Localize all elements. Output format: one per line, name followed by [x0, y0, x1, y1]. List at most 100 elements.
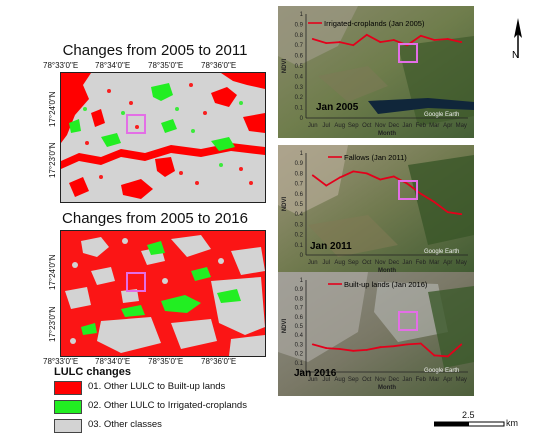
- ndvi-y-tick-label: 0.8: [295, 171, 304, 177]
- ndvi-x-tick-label: Aug: [334, 123, 345, 129]
- legend-label-irrigated: 02. Other LULC to Irrigated-croplands: [88, 400, 247, 411]
- ndvi-y-tick-label: 0.2: [295, 233, 304, 239]
- map1-x-tick-3: 78°35'0"E: [148, 61, 184, 70]
- map1-x-tick-4: 78°36'0"E: [201, 61, 237, 70]
- ndvi-x-axis-label: Month: [378, 131, 396, 137]
- ndvi-y-tick-label: 0.3: [295, 85, 304, 91]
- ndvi-x-tick-label: Mar: [429, 123, 439, 129]
- ndvi-y-tick-label: 1: [300, 12, 304, 18]
- ndvi-x-tick-label: Sep: [348, 260, 359, 266]
- ndvi-x-tick-label: Apr: [443, 377, 452, 383]
- watermark-2005: Google Earth: [424, 112, 459, 118]
- ndvi-y-tick-label: 0.9: [295, 287, 304, 293]
- ndvi-point: [433, 354, 436, 357]
- ndvi-x-tick-label: Dec: [388, 260, 399, 266]
- year-label-2011: Jan 2011: [310, 241, 352, 252]
- ndvi-x-tick-label: Oct: [362, 260, 372, 266]
- legend-label-other: 03. Other classes: [88, 419, 162, 430]
- change-map-2011-canvas: [61, 73, 265, 199]
- ndvi-point: [433, 39, 436, 41]
- map1-x-tick-2: 78°34'0"E: [95, 61, 131, 70]
- ndvi-point: [325, 184, 328, 187]
- ndvi-point: [392, 345, 395, 348]
- ndvi-y-tick-label: 0.5: [295, 202, 304, 208]
- imagery-panel-2011-canvas: 0 0.1 0.2 0.3 0.4 0.5 0.6 0.7 0.8 0.9 1 Jun Jul Aug Se…: [278, 145, 474, 277]
- ndvi-point: [338, 348, 341, 350]
- map2-study-box: [126, 272, 146, 292]
- ndvi-point: [446, 211, 449, 214]
- ndvi-point: [392, 39, 395, 41]
- scale-bar-segment: [434, 422, 469, 426]
- ndvi-series-line: [312, 342, 462, 358]
- study-box-2005: [398, 43, 418, 63]
- ndvi-y-tick-label: 0: [300, 253, 304, 259]
- ndvi-x-tick-label: Mar: [429, 377, 439, 383]
- ndvi-y-tick-label: 0.7: [295, 306, 304, 312]
- series-label-2016: Built-up lands (Jan 2016): [344, 280, 428, 289]
- ndvi-x-axis-label: Month: [378, 385, 396, 391]
- ndvi-point: [365, 172, 368, 175]
- ndvi-point: [352, 44, 355, 47]
- ndvi-point: [392, 175, 395, 178]
- change-map-2011: [60, 72, 266, 203]
- ndvi-x-tick-label: May: [456, 377, 467, 383]
- ndvi-point: [325, 42, 328, 45]
- ndvi-y-tick-label: 0.3: [295, 222, 304, 228]
- legend-swatch-built-up: [54, 381, 82, 395]
- imagery-panel-2011: 0 0.1 0.2 0.3 0.4 0.5 0.6 0.7 0.8 0.9 1 Jun Jul Aug Se…: [278, 145, 474, 277]
- ndvi-y-axis-label: NDVI: [282, 319, 288, 334]
- ndvi-x-tick-label: Feb: [416, 260, 427, 266]
- imagery-panel-2016: 0 0.1 0.2 0.3 0.4 0.5 0.6 0.7 0.8 0.9 1 Jun Jul Aug Se…: [278, 272, 474, 396]
- legend-label-built-up: 01. Other LULC to Built-up lands: [88, 381, 226, 392]
- ndvi-y-tick-label: 0.1: [295, 106, 304, 112]
- ndvi-point: [406, 343, 409, 346]
- ndvi-y-tick-label: 0.2: [295, 352, 304, 358]
- ndvi-x-tick-label: Nov: [375, 123, 386, 129]
- imagery-panel-2016-canvas: 0 0.1 0.2 0.3 0.4 0.5 0.6 0.7 0.8 0.9 1 Jun Jul Aug Se…: [278, 272, 474, 396]
- ndvi-x-tick-label: Jul: [322, 123, 330, 129]
- ndvi-x-tick-label: Jan: [402, 123, 412, 129]
- ndvi-y-axis-label: NDVI: [282, 197, 288, 212]
- ndvi-x-tick-label: Sep: [348, 123, 359, 129]
- ndvi-point: [338, 176, 341, 179]
- ndvi-y-tick-label: 0.6: [295, 315, 304, 321]
- ndvi-point: [419, 192, 422, 195]
- ndvi-point: [446, 355, 449, 358]
- map2-x-tick-4: 78°36'0"E: [201, 357, 237, 366]
- ndvi-x-tick-label: Jul: [322, 377, 330, 383]
- ndvi-point: [446, 38, 449, 40]
- ndvi-y-tick-label: 0.7: [295, 182, 304, 188]
- ndvi-y-tick-label: 0.4: [295, 212, 304, 218]
- ndvi-y-tick-label: 0.7: [295, 43, 304, 49]
- ndvi-x-tick-label: Apr: [443, 260, 452, 266]
- ndvi-point: [352, 170, 355, 173]
- series-label-2005: Irrigated-croplands (Jan 2005): [324, 19, 425, 28]
- ndvi-x-tick-label: Jun: [308, 260, 318, 266]
- ndvi-chart-2011: 0 0.1 0.2 0.3 0.4 0.5 0.6 0.7 0.8 0.9 1 Jun Jul Aug Se…: [282, 151, 468, 274]
- ndvi-x-tick-label: Nov: [375, 377, 386, 383]
- ndvi-y-tick-label: 0.4: [295, 74, 304, 80]
- ndvi-x-tick-label: Feb: [416, 123, 427, 129]
- change-map-2016: [60, 230, 266, 357]
- ndvi-point: [365, 349, 368, 351]
- ndvi-x-tick-label: Jun: [308, 123, 318, 129]
- ndvi-x-tick-label: Oct: [362, 377, 372, 383]
- map1-y-tick-2: 17°23'0"N: [48, 142, 57, 178]
- ndvi-y-tick-label: 0.5: [295, 324, 304, 330]
- map1-study-box: [126, 114, 146, 134]
- ndvi-y-axis-label: NDVI: [282, 59, 288, 74]
- north-arrow-head: [514, 18, 522, 38]
- ndvi-y-tick-label: 0.4: [295, 333, 304, 339]
- ndvi-series-line: [312, 33, 462, 47]
- map2-x-tick-3: 78°35'0"E: [148, 357, 184, 366]
- ndvi-x-tick-label: Dec: [388, 123, 399, 129]
- ndvi-chart-2016: 0 0.1 0.2 0.3 0.4 0.5 0.6 0.7 0.8 0.9 1 Jun Jul Aug Se…: [282, 278, 468, 391]
- north-arrow-icon: N: [512, 18, 522, 61]
- study-box-2011: [398, 180, 418, 200]
- scale-value: 2.5: [462, 410, 475, 420]
- legend-title: LULC changes: [54, 366, 132, 378]
- ndvi-x-tick-label: Jan: [402, 377, 412, 383]
- ndvi-point: [379, 346, 382, 349]
- ndvi-point: [365, 33, 368, 36]
- ndvi-x-tick-label: Jun: [308, 377, 318, 383]
